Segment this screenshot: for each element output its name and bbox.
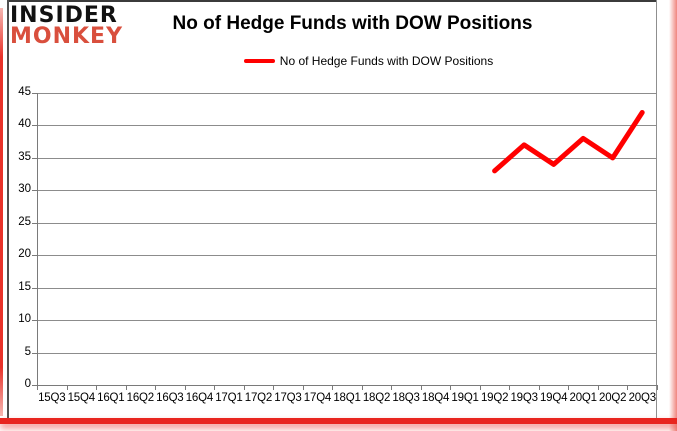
x-axis-label: 17Q4 (303, 392, 332, 404)
y-axis-label: 15 (18, 280, 31, 293)
x-axis-tick (214, 385, 216, 390)
y-axis-tick (32, 352, 37, 354)
x-axis-tick (597, 385, 599, 390)
y-axis-tick (32, 320, 37, 322)
frame-top-border (7, 0, 657, 2)
y-axis-label: 20 (18, 248, 31, 261)
x-axis-tick (243, 385, 245, 390)
gridline (37, 255, 657, 257)
frame-bottom-red-bar (0, 418, 677, 424)
x-axis-tick (657, 385, 658, 390)
gridline (37, 320, 657, 322)
x-axis-label: 18Q3 (392, 392, 420, 404)
x-axis-label: 20Q2 (599, 392, 627, 404)
gridline (37, 287, 657, 289)
gridline (37, 125, 657, 127)
frame-left-border (7, 0, 9, 418)
logo-monkey-text: MONKEY (10, 23, 124, 49)
y-axis-tick (32, 190, 37, 192)
x-axis-label: 16Q3 (156, 392, 184, 404)
x-axis-tick (37, 385, 38, 390)
x-axis-label: 20Q3 (628, 392, 657, 404)
y-axis-label: 0 (24, 378, 31, 390)
x-axis-label: 18Q2 (362, 392, 391, 404)
legend: No of Hedge Funds with DOW Positions (30, 54, 677, 68)
y-axis-label: 35 (18, 150, 31, 163)
y-axis-tick (32, 222, 37, 224)
x-axis-tick (361, 385, 363, 390)
x-axis-tick (479, 385, 481, 390)
y-axis-tick (32, 255, 37, 257)
y-axis-label: 30 (18, 183, 31, 196)
x-axis-line (37, 385, 658, 386)
y-axis-label: 40 (18, 118, 31, 131)
series-line (492, 110, 645, 174)
y-axis-tick (32, 157, 37, 159)
frame-right-red-glow (669, 0, 677, 431)
x-axis-label: 18Q4 (421, 392, 450, 404)
legend-label: No of Hedge Funds with DOW Positions (279, 54, 494, 68)
gridline (37, 190, 657, 192)
x-axis-label: 19Q4 (539, 392, 568, 404)
x-axis-tick (273, 385, 275, 390)
x-axis-label: 17Q1 (215, 392, 243, 404)
x-axis-tick (450, 385, 452, 390)
x-axis-label: 20Q1 (569, 392, 598, 404)
x-axis-tick (420, 385, 422, 390)
x-axis-tick (568, 385, 570, 390)
x-axis-tick (538, 385, 540, 390)
y-axis-label: 25 (18, 215, 31, 228)
x-axis-tick (184, 385, 186, 390)
gridline (37, 93, 657, 94)
x-axis-label: 15Q4 (67, 392, 96, 404)
y-axis-tick (32, 385, 37, 386)
y-axis-line (37, 93, 38, 385)
gridline (37, 157, 657, 159)
x-axis-tick (391, 385, 393, 390)
frame-left-red-glow (0, 8, 3, 416)
gridline (37, 352, 657, 354)
gridline (37, 222, 657, 224)
x-axis-label: 16Q1 (97, 392, 125, 404)
y-axis-label: 45 (18, 86, 31, 98)
y-axis-label: 5 (24, 345, 31, 358)
chart-title: No of Hedge Funds with DOW Positions (172, 13, 533, 34)
x-axis-label: 15Q3 (38, 392, 66, 404)
x-axis-tick (96, 385, 98, 390)
x-axis-label: 19Q3 (510, 392, 538, 404)
y-axis-label: 10 (18, 313, 31, 326)
x-axis-label: 18Q1 (333, 392, 361, 404)
y-axis-tick (32, 287, 37, 289)
insider-monkey-logo: INSIDER MONKEY (10, 3, 124, 49)
y-axis-tick (32, 125, 37, 127)
x-axis-label: 17Q2 (244, 392, 273, 404)
x-axis-label: 17Q3 (274, 392, 302, 404)
x-axis-tick (627, 385, 629, 390)
x-axis-tick (155, 385, 157, 390)
x-axis-label: 19Q2 (480, 392, 509, 404)
x-axis-label: 16Q2 (126, 392, 155, 404)
x-axis-label: 16Q4 (185, 392, 214, 404)
x-axis-tick (302, 385, 304, 390)
x-axis-label: 19Q1 (451, 392, 479, 404)
logo-insider-text: INSIDER (10, 3, 118, 28)
x-axis-tick (509, 385, 511, 390)
x-axis-tick (125, 385, 127, 390)
x-axis-tick (66, 385, 68, 390)
frame-right-border (656, 0, 657, 418)
legend-line-swatch (243, 59, 275, 63)
x-axis-tick (332, 385, 334, 390)
y-axis-tick (32, 93, 37, 94)
